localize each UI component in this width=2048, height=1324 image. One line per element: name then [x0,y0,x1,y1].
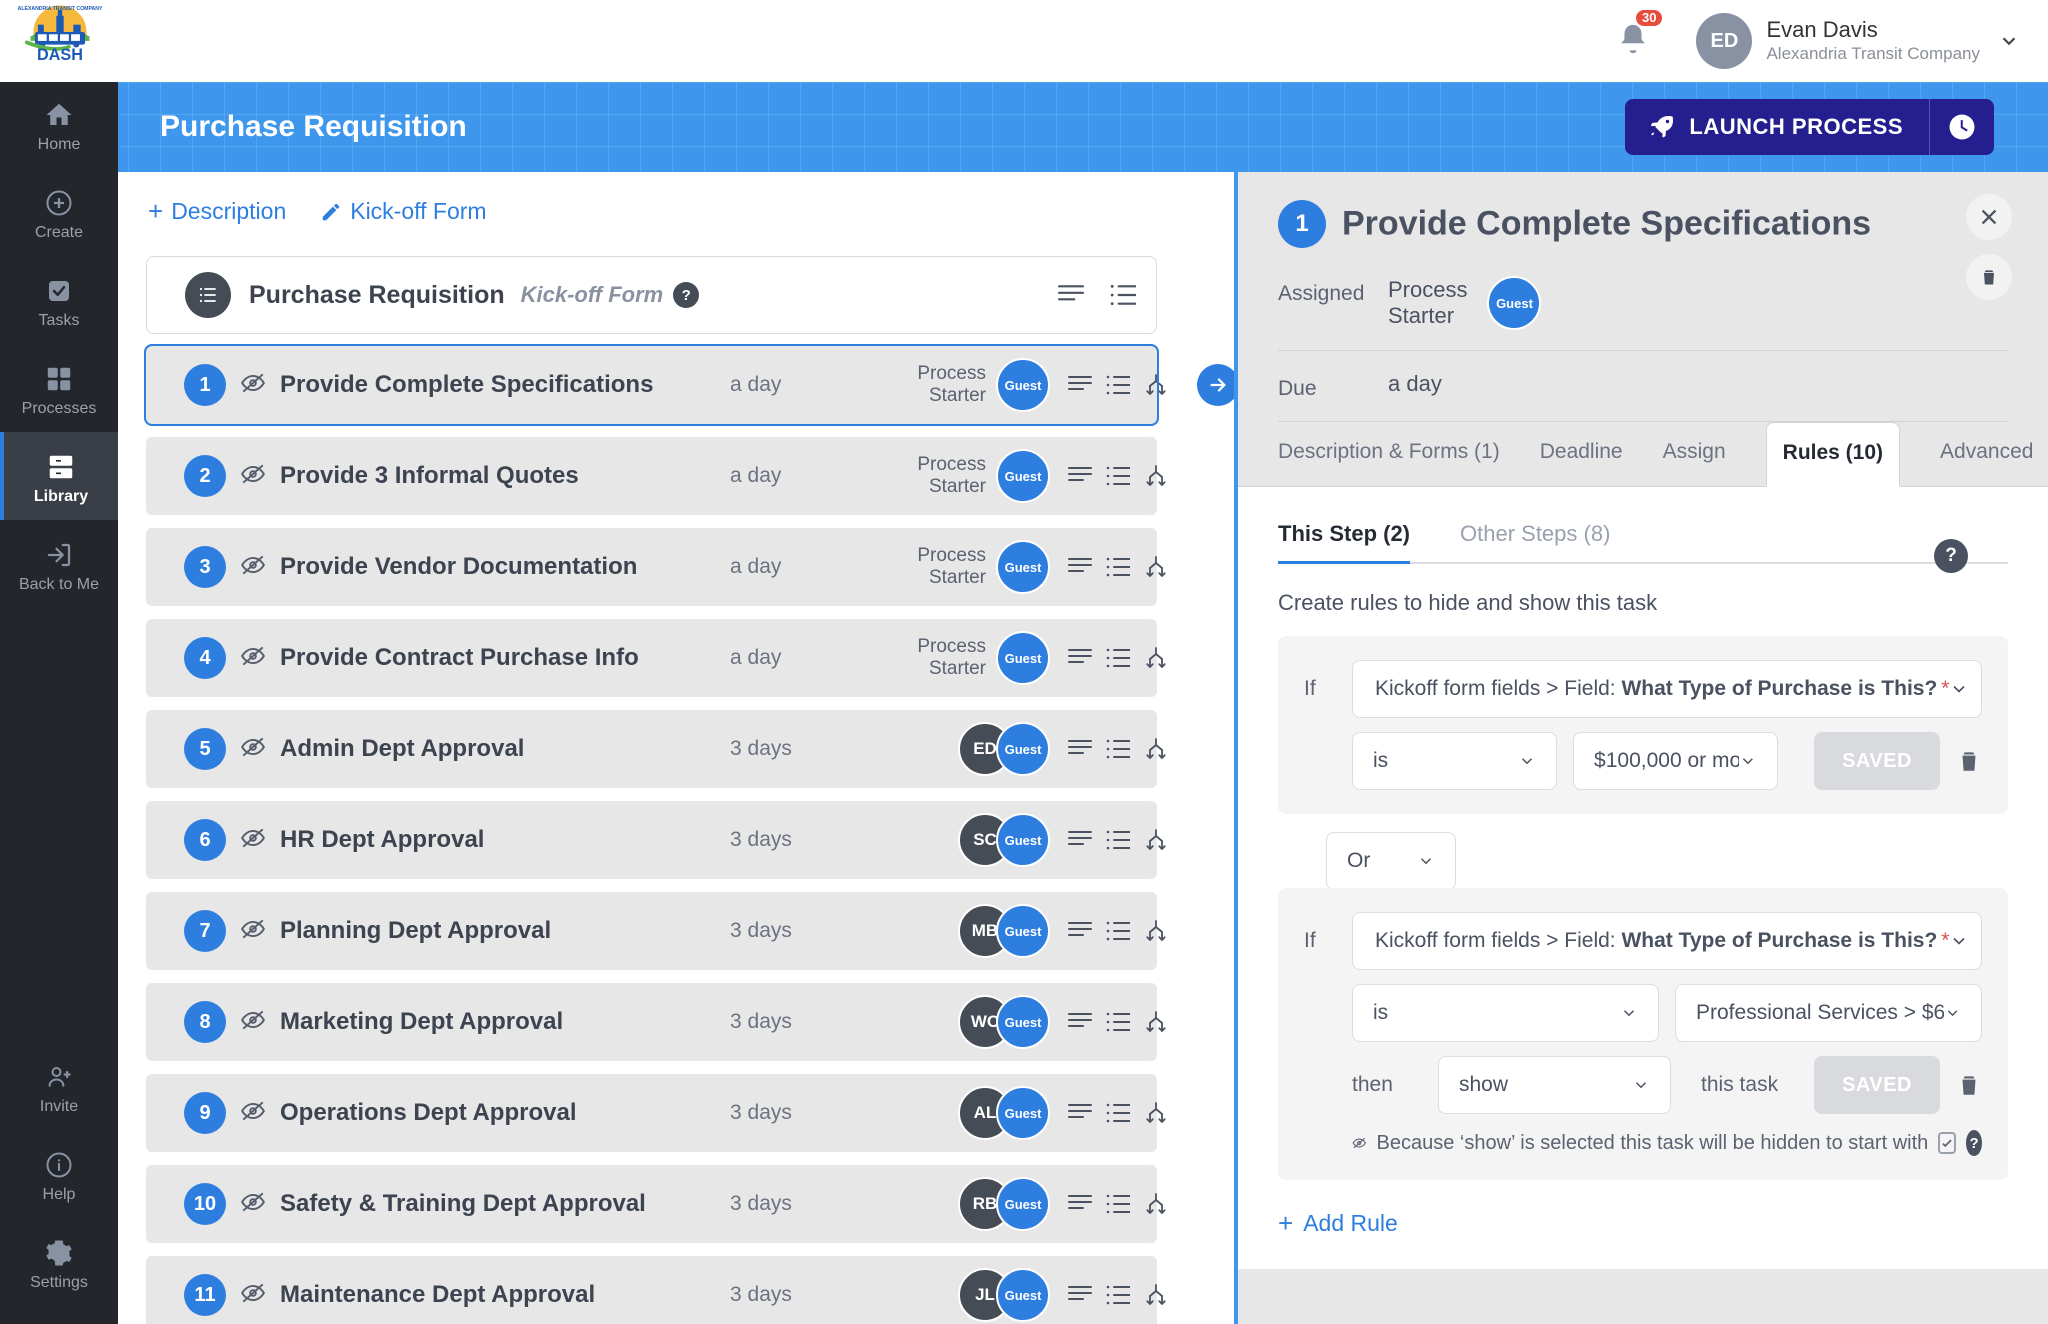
svg-text:ALEXANDRIA TRANSIT COMPANY: ALEXANDRIA TRANSIT COMPANY [18,6,103,12]
svg-text:DASH: DASH [37,46,83,64]
